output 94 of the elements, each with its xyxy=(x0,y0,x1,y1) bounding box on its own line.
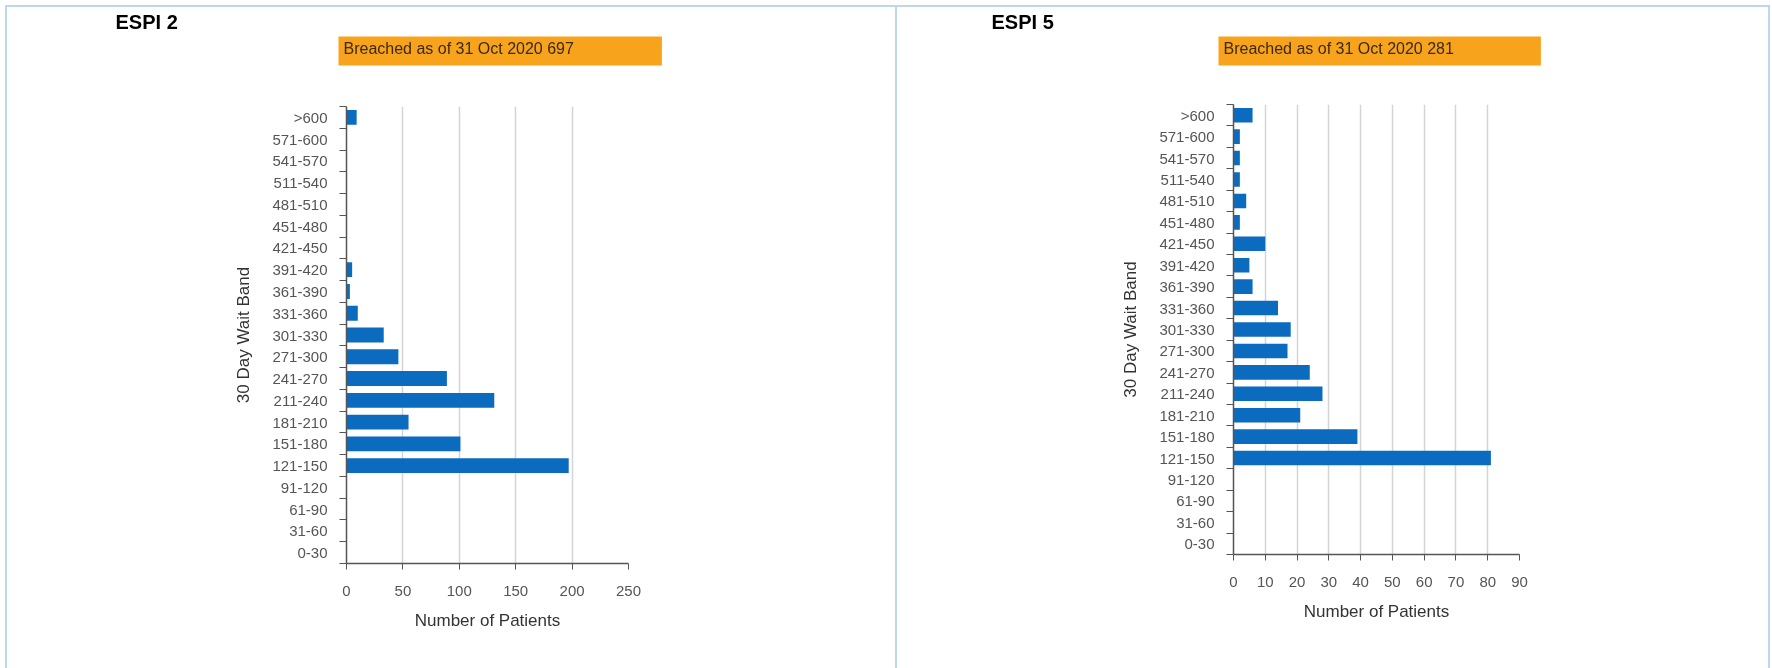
y-tick-label: 241-270 xyxy=(272,370,328,388)
y-tick-label: 31-60 xyxy=(1176,513,1215,531)
x-tick-label: 90 xyxy=(1511,572,1528,590)
y-tick-label: 541-570 xyxy=(272,152,328,170)
x-tick-label: 30 xyxy=(1320,572,1338,590)
y-axis-title: 30 Day Wait Band xyxy=(1121,261,1141,398)
y-tick-label: 151-180 xyxy=(272,435,328,453)
x-axis-title: Number of Patients xyxy=(414,610,561,630)
bar xyxy=(1233,300,1278,316)
y-tick-label: 511-540 xyxy=(273,174,328,192)
x-tick-label: 70 xyxy=(1447,572,1465,590)
bar xyxy=(1233,365,1310,380)
x-tick-label: 40 xyxy=(1352,572,1369,590)
bar xyxy=(346,458,569,473)
y-tick-label: 121-150 xyxy=(272,457,328,475)
y-tick-label: 331-360 xyxy=(272,304,328,322)
bar xyxy=(1233,129,1240,144)
y-tick-label: 361-390 xyxy=(272,282,328,300)
bar xyxy=(346,327,384,343)
y-tick-label: 511-540 xyxy=(1160,171,1215,188)
y-tick-label: 151-180 xyxy=(1159,428,1215,446)
chart-subtitle: Breached as of 31 Oct 2020 697 xyxy=(343,39,574,57)
y-tick-label: 121-150 xyxy=(1159,449,1215,467)
y-tick-label: 91-120 xyxy=(1167,471,1215,488)
bar xyxy=(346,305,358,321)
bar xyxy=(1233,386,1323,402)
y-tick-label: 391-420 xyxy=(1159,256,1215,274)
y-tick-label: 61-90 xyxy=(289,500,328,518)
x-tick-label: 100 xyxy=(446,581,472,599)
y-tick-label: 271-300 xyxy=(272,348,328,366)
y-tick-label: 331-360 xyxy=(1159,299,1215,317)
bar xyxy=(1233,450,1491,466)
y-tick-label: 31-60 xyxy=(289,522,328,540)
y-tick-label: 181-210 xyxy=(272,413,328,431)
y-tick-label: 181-210 xyxy=(1159,406,1215,424)
y-tick-label: 571-600 xyxy=(1159,128,1215,146)
bar xyxy=(1233,257,1250,273)
y-tick-label: 211-240 xyxy=(1160,385,1215,403)
x-tick-label: 0 xyxy=(342,581,351,599)
bar xyxy=(1233,343,1288,359)
y-tick-label: 211-240 xyxy=(273,391,328,409)
x-tick-label: 0 xyxy=(1229,572,1238,590)
bar xyxy=(1233,429,1358,444)
y-tick-label: 571-600 xyxy=(272,130,328,148)
bar xyxy=(346,284,350,299)
x-tick-label: 80 xyxy=(1479,572,1497,590)
bar xyxy=(346,371,447,386)
bar xyxy=(1233,407,1301,423)
y-tick-label: 361-390 xyxy=(1159,278,1215,296)
y-tick-label: 541-570 xyxy=(1159,149,1215,167)
bar xyxy=(1233,279,1253,294)
y-tick-label: 451-480 xyxy=(272,217,328,235)
x-tick-label: 200 xyxy=(559,581,585,599)
text: ESPI 5 xyxy=(991,10,1054,33)
y-tick-label: 421-450 xyxy=(1159,235,1215,253)
y-tick-label: 301-330 xyxy=(272,326,328,344)
y-tick-label: 271-300 xyxy=(1159,342,1215,360)
text: ESPI 2 xyxy=(115,10,178,33)
y-tick-label: 391-420 xyxy=(272,261,328,279)
x-tick-label: 50 xyxy=(1384,572,1401,590)
y-tick-label: 241-270 xyxy=(1159,363,1215,381)
x-tick-label: 10 xyxy=(1256,572,1274,590)
y-tick-label: 91-120 xyxy=(280,478,328,496)
bar xyxy=(1233,236,1266,252)
bar xyxy=(1233,322,1291,337)
y-tick-label: 0-30 xyxy=(297,544,328,562)
bar xyxy=(1233,150,1240,166)
y-tick-label: 451-480 xyxy=(1159,213,1215,231)
x-tick-label: 150 xyxy=(503,581,529,599)
bar xyxy=(346,436,461,452)
y-tick-label: 421-450 xyxy=(272,239,328,257)
y-axis-title: 30 Day Wait Band xyxy=(234,266,254,404)
x-tick-label: 250 xyxy=(615,581,642,599)
chart-subtitle: Breached as of 31 Oct 2020 281 xyxy=(1223,39,1454,57)
x-axis-title: Number of Patients xyxy=(1303,601,1450,621)
bar xyxy=(1233,193,1247,209)
bar xyxy=(1233,172,1240,187)
x-tick-label: 20 xyxy=(1288,572,1306,590)
x-tick-label: 50 xyxy=(394,581,412,599)
x-tick-label: 60 xyxy=(1415,572,1433,590)
y-tick-label: >600 xyxy=(293,108,328,126)
y-tick-label: 0-30 xyxy=(1184,535,1215,553)
y-tick-label: 481-510 xyxy=(1159,192,1215,210)
y-tick-label: 61-90 xyxy=(1176,492,1215,510)
bar xyxy=(346,262,353,278)
bar xyxy=(346,414,409,430)
bar xyxy=(346,109,357,125)
y-tick-label: >600 xyxy=(1180,106,1215,124)
bar xyxy=(346,349,399,365)
y-tick-label: 301-330 xyxy=(1159,321,1215,338)
bar xyxy=(1233,215,1240,230)
y-tick-label: 481-510 xyxy=(272,195,328,213)
bar xyxy=(346,392,495,408)
bar xyxy=(1233,107,1253,123)
